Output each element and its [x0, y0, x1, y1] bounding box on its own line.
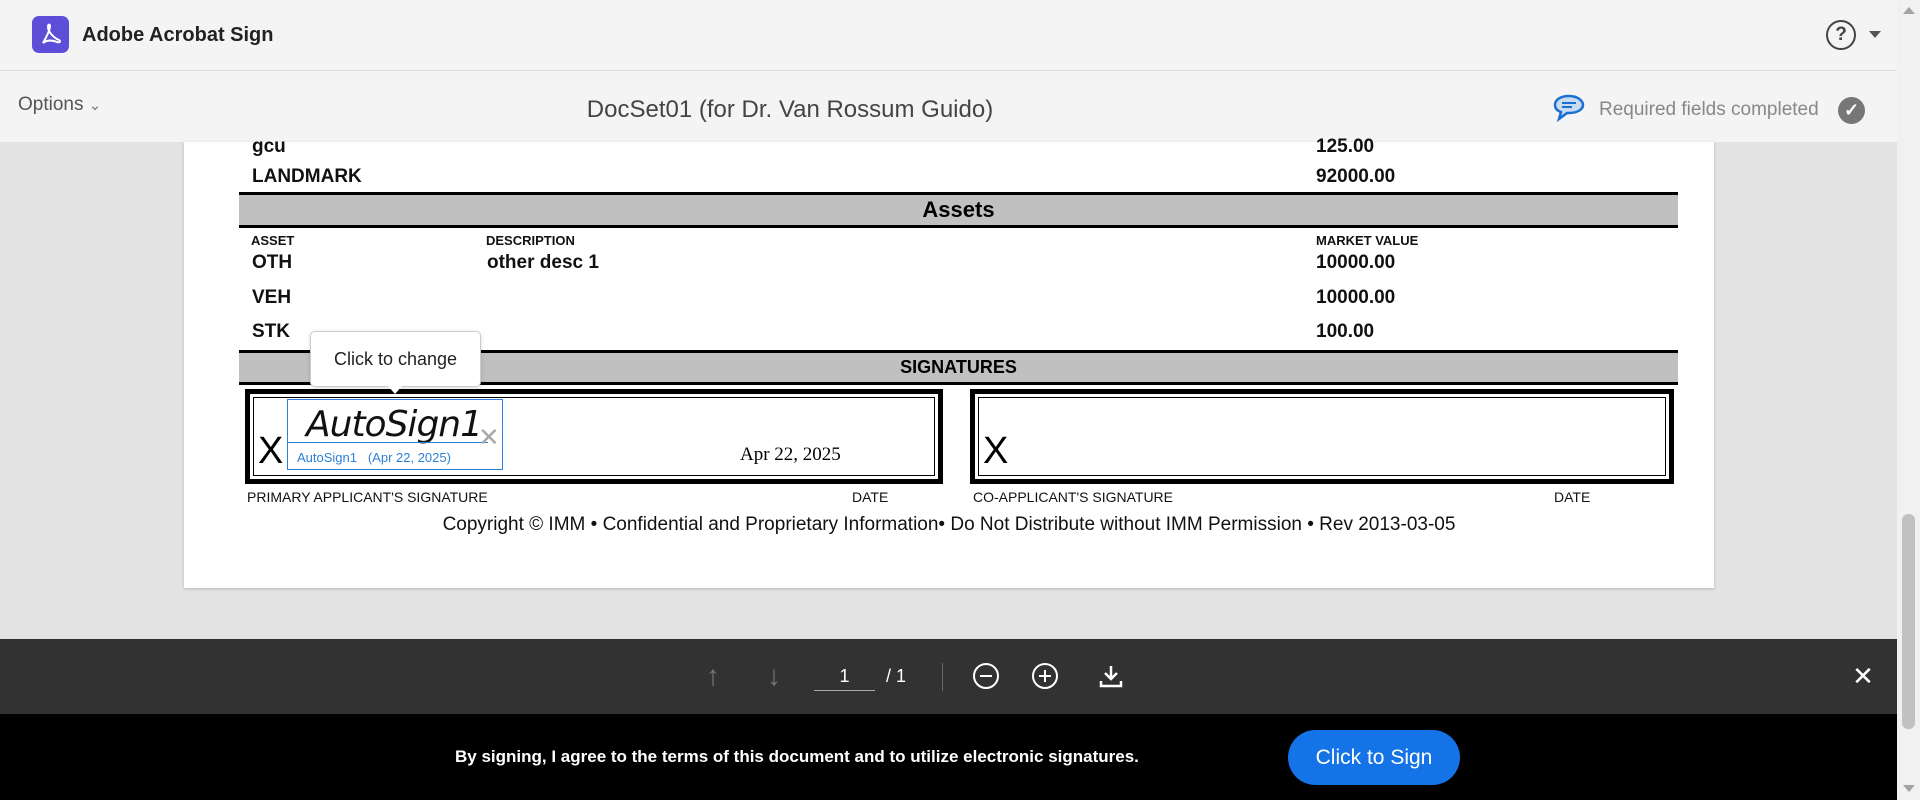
primary-signature-box: X Apr 22, 2025	[245, 389, 943, 484]
tooltip: Click to change	[310, 331, 481, 387]
close-icon[interactable]: ✕	[1852, 660, 1874, 691]
row-value: 125.00	[1316, 136, 1375, 157]
app-header: Adobe Acrobat Sign ?	[0, 0, 1897, 71]
row-label: gcu	[252, 136, 286, 157]
app-title: Adobe Acrobat Sign	[82, 24, 274, 46]
status-text: Required fields completed	[1599, 99, 1819, 120]
scrollbar-thumb[interactable]	[1902, 514, 1915, 729]
x-mark: X	[983, 430, 1009, 472]
scrollbar[interactable]	[1897, 0, 1920, 800]
column-header: DESCRIPTION	[486, 233, 575, 248]
chevron-down-icon[interactable]	[1869, 31, 1881, 38]
acrobat-logo-icon	[32, 16, 69, 53]
x-mark: X	[258, 430, 284, 472]
asset-cell: OTH	[252, 252, 293, 273]
divider	[942, 663, 943, 691]
signing-footer: By signing, I agree to the terms of this…	[0, 714, 1897, 800]
signature-date: Apr 22, 2025	[740, 444, 841, 465]
download-icon[interactable]	[1096, 661, 1126, 691]
chevron-down-icon: ⌄	[88, 97, 102, 114]
signature-image: AutoSign1	[306, 404, 483, 445]
zoom-in-icon[interactable]	[1030, 661, 1060, 691]
page-toolbar: ↑ ↓ 1 / 1 ✕	[0, 639, 1897, 714]
asset-cell: STK	[252, 321, 290, 342]
agreement-text: By signing, I agree to the terms of this…	[455, 747, 1139, 766]
row-value: 92000.00	[1316, 166, 1396, 187]
document-header: Options ⌄ DocSet01 (for Dr. Van Rossum G…	[0, 71, 1897, 142]
document-page: gcu 125.00 LANDMARK 92000.00 Assets ASSE…	[184, 136, 1714, 588]
options-label: Options	[18, 94, 84, 115]
primary-signature-label: PRIMARY APPLICANT'S SIGNATURE	[247, 489, 488, 505]
page-number-input[interactable]: 1	[814, 661, 875, 691]
asset-cell: VEH	[252, 287, 292, 308]
assets-heading: Assets	[239, 192, 1678, 228]
options-menu[interactable]: Options ⌄	[18, 94, 101, 116]
value-cell: 10000.00	[1316, 287, 1396, 308]
value-cell: 10000.00	[1316, 252, 1396, 273]
co-applicant-signature-box[interactable]: X	[970, 389, 1674, 484]
value-cell: 100.00	[1316, 321, 1375, 342]
signature-line	[288, 442, 488, 443]
signature-caption: AutoSign1	[297, 450, 357, 465]
clear-signature-icon[interactable]: ✕	[478, 422, 500, 452]
previous-page-icon[interactable]: ↑	[706, 660, 720, 691]
row-label: LANDMARK	[252, 166, 362, 187]
next-page-icon[interactable]: ↓	[767, 660, 781, 691]
zoom-out-icon[interactable]	[971, 661, 1001, 691]
copyright-text: Copyright © IMM • Confidential and Propr…	[442, 514, 1456, 535]
tooltip-arrow	[388, 386, 402, 394]
check-circle-icon: ✓	[1838, 97, 1865, 124]
document-title: DocSet01 (for Dr. Van Rossum Guido)	[586, 96, 994, 123]
description-cell: other desc 1	[487, 252, 599, 273]
scroll-up-icon[interactable]	[1903, 7, 1915, 14]
page-total: / 1	[886, 666, 907, 686]
help-icon[interactable]: ?	[1826, 20, 1856, 50]
column-header: ASSET	[251, 233, 295, 248]
column-header: MARKET VALUE	[1316, 233, 1419, 248]
signature-date-caption: (Apr 22, 2025)	[367, 450, 451, 465]
signature-field[interactable]: AutoSign1 ✕ AutoSign1 (Apr 22, 2025)	[287, 399, 503, 470]
date-label: DATE	[852, 489, 889, 505]
click-to-sign-button[interactable]: Click to Sign	[1288, 730, 1460, 785]
co-applicant-signature-label: CO-APPLICANT'S SIGNATURE	[973, 489, 1173, 505]
comment-icon[interactable]	[1552, 93, 1586, 128]
scroll-down-icon[interactable]	[1903, 785, 1915, 792]
date-label: DATE	[1554, 489, 1591, 505]
